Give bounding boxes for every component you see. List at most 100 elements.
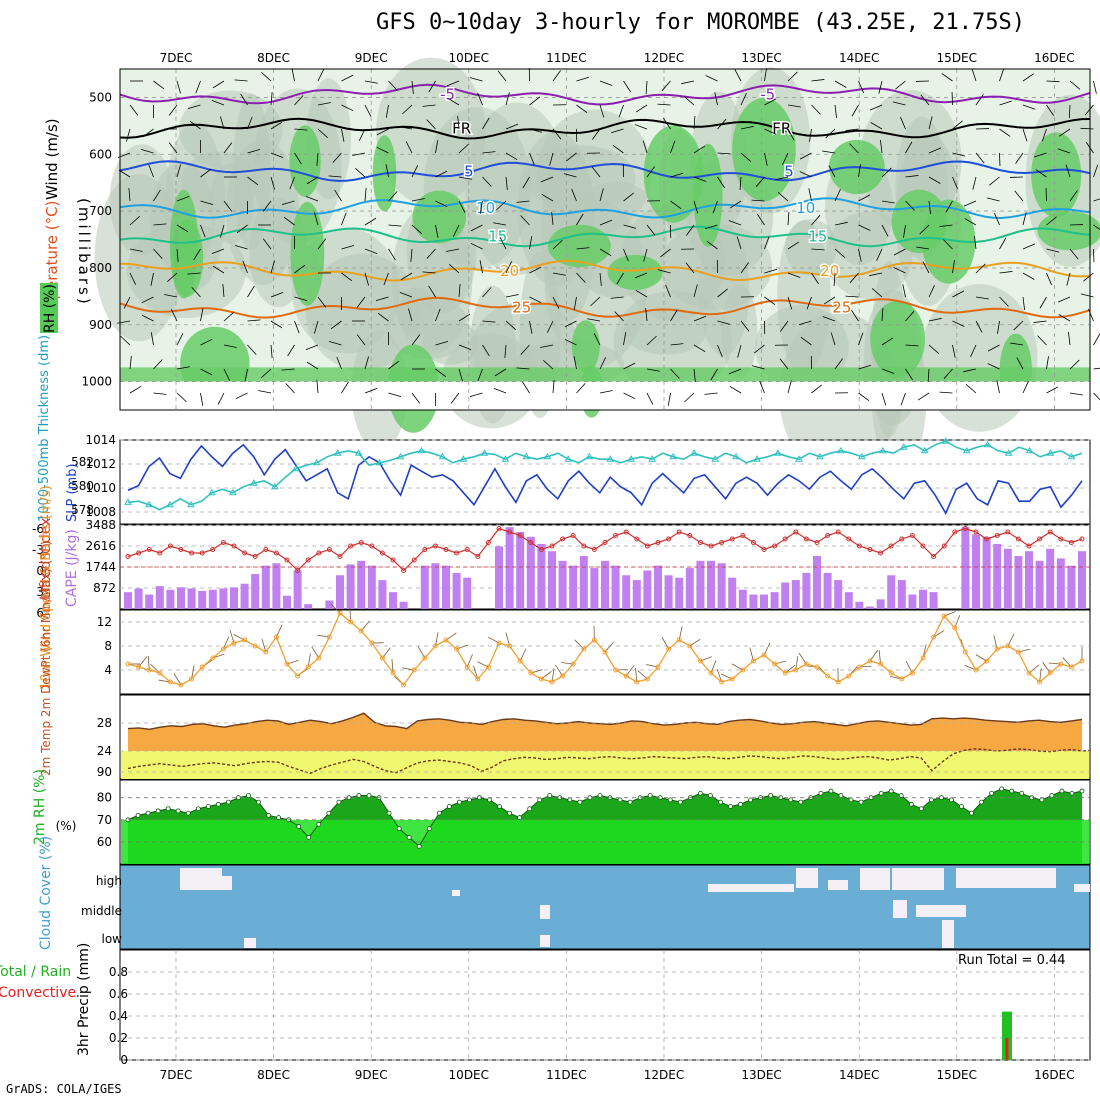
wind-barb: [334, 189, 342, 202]
wind-barb: [903, 224, 906, 238]
top-date-label: 8DEC: [257, 51, 290, 65]
li-point: [719, 540, 725, 545]
wind-barb: [193, 248, 201, 261]
isotherm-line: [119, 83, 1091, 106]
wind-barb: [176, 224, 189, 233]
wind-barb: [341, 74, 354, 82]
wind-barb: [541, 193, 554, 202]
wind10m-point: [1068, 664, 1074, 670]
pressure-axis: 500 600 700 800 900 1000: [81, 90, 112, 388]
wind-barb: [458, 143, 469, 154]
top-date-label: 10DEC: [449, 51, 489, 65]
wind-barb: [1058, 314, 1071, 322]
rh2m-point: [386, 810, 392, 816]
rh2m-tick-label: 80: [97, 791, 112, 805]
cloud-clear-cell: [452, 890, 460, 896]
wind-barb: [670, 309, 678, 322]
cape-bar: [823, 572, 832, 609]
wind-barb: [576, 383, 586, 394]
li-point: [909, 533, 915, 538]
precip-tick-label: 0.4: [109, 1009, 128, 1023]
cape-bar: [505, 527, 514, 609]
wind-barb: [1046, 216, 1057, 226]
li-point: [570, 533, 576, 538]
wind-barb: [435, 368, 447, 378]
wind10m-point: [687, 643, 693, 649]
wind10m-point: [750, 658, 756, 664]
wind-barb: [1039, 296, 1047, 309]
wind-barb: [999, 296, 1009, 307]
wind-barb: [1080, 127, 1094, 130]
wind-barb: [881, 200, 895, 204]
wind-barb: [546, 320, 554, 333]
wind-barb: [1066, 272, 1071, 286]
wind-barb: [355, 168, 366, 178]
wind10m-point: [1026, 670, 1032, 676]
rh2m-point: [1049, 793, 1055, 798]
wind-barb: [341, 128, 345, 142]
cape-bar: [897, 580, 906, 609]
wind-barb: [314, 320, 319, 334]
wind-barb: [153, 223, 167, 226]
wind10m-point: [443, 637, 449, 643]
wind-barb: [1022, 104, 1036, 110]
wind-barb: [294, 152, 302, 165]
wind10m-point: [655, 664, 661, 670]
wind10m-point: [1037, 679, 1043, 685]
slp-tick-label: 1010: [85, 481, 116, 495]
cape-bar: [516, 531, 525, 609]
rh-green-area: [289, 125, 321, 197]
rh2m-point: [497, 804, 502, 809]
slp-tick-label: 1012: [85, 457, 116, 471]
wind10m-point: [613, 667, 619, 673]
rh2m-panel: 60 70 80 (%) 2m RH (%): [32, 769, 1091, 865]
wind-barb: [775, 176, 789, 181]
wind-barb: [880, 140, 883, 154]
wind-barb: [211, 248, 225, 255]
wind-barb: [571, 188, 577, 202]
wind-barb: [975, 320, 983, 333]
wind10m-point: [411, 667, 417, 673]
wind-barb: [187, 272, 201, 275]
wind-barb: [458, 176, 472, 180]
wind-barb: [834, 104, 837, 118]
cape-bar: [781, 582, 790, 609]
wind-barb: [129, 356, 132, 370]
isotherm-line: [119, 117, 1091, 140]
li-point: [676, 529, 682, 535]
wind-barb: [411, 334, 421, 346]
wind-barb: [176, 366, 190, 370]
wind-barb: [717, 118, 727, 130]
rh-green-area: [643, 125, 704, 223]
li-point: [708, 543, 714, 549]
wind-axis-label: Wind (m/s): [43, 118, 61, 200]
wind-barb: [665, 284, 671, 298]
cape-tick-label: 872: [93, 581, 116, 595]
temp2m-tick-label: 24: [97, 744, 112, 758]
li-point: [1047, 529, 1053, 535]
wind-barb: [1037, 335, 1047, 346]
li-point: [750, 540, 756, 545]
rh2m-point: [236, 795, 241, 801]
wind-barb: [223, 200, 233, 212]
wind-barb: [728, 220, 742, 226]
wind-barb: [782, 152, 789, 165]
wind-barb: [529, 320, 533, 334]
wind-barb: [1015, 152, 1024, 164]
cape-bar: [1003, 548, 1012, 609]
wind-barb: [317, 69, 325, 82]
wind-barb: [317, 238, 327, 250]
wind-barb: [646, 224, 656, 236]
rh2m-point: [647, 793, 653, 798]
wind-barb: [808, 188, 812, 202]
rh2m-point: [537, 797, 543, 803]
wind-barb: [851, 309, 859, 322]
wind-barb: [220, 224, 225, 238]
wind-barb: [564, 338, 577, 346]
rh2m-point: [215, 801, 221, 807]
li-point: [931, 554, 937, 559]
wind-barb: [281, 368, 295, 371]
thickness-point: [312, 458, 321, 466]
li-point: [443, 547, 449, 552]
wind-barb: [168, 142, 178, 154]
